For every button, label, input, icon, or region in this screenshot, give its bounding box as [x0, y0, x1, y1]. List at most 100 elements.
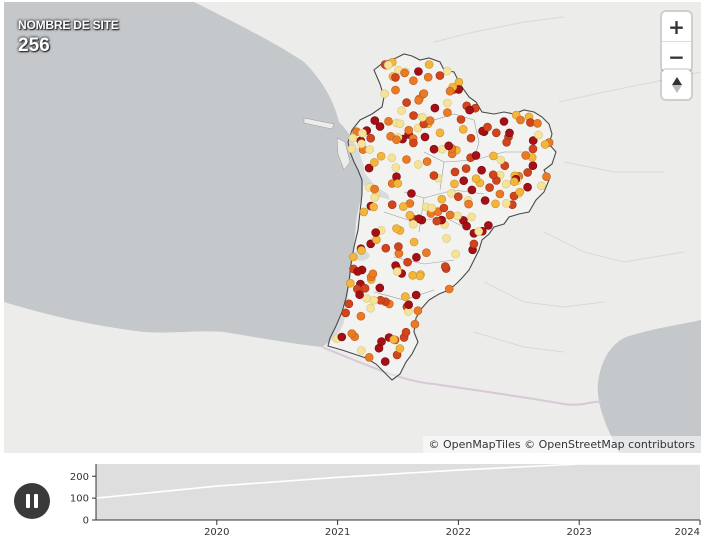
site-point[interactable] — [442, 66, 452, 76]
site-point[interactable] — [480, 196, 490, 205]
site-point[interactable] — [377, 337, 386, 346]
site-point[interactable] — [458, 125, 468, 134]
site-point[interactable] — [453, 211, 462, 221]
site-point[interactable] — [501, 199, 511, 208]
site-point[interactable] — [440, 262, 450, 271]
site-point[interactable] — [515, 187, 525, 197]
site-point[interactable] — [380, 89, 390, 98]
site-point[interactable] — [477, 165, 486, 175]
site-point[interactable] — [356, 346, 366, 355]
site-point[interactable] — [376, 151, 386, 161]
site-point[interactable] — [505, 128, 514, 138]
site-point[interactable] — [395, 344, 405, 353]
site-point[interactable] — [483, 122, 492, 132]
site-point[interactable] — [542, 172, 551, 181]
site-point[interactable] — [366, 133, 376, 143]
site-point[interactable] — [401, 327, 411, 337]
site-point[interactable] — [467, 185, 477, 195]
site-point[interactable] — [347, 329, 357, 338]
site-point[interactable] — [461, 164, 471, 173]
site-point[interactable] — [484, 221, 493, 230]
site-point[interactable] — [412, 253, 421, 262]
site-point[interactable] — [540, 140, 550, 149]
site-point[interactable] — [445, 210, 455, 220]
site-point[interactable] — [387, 200, 397, 209]
site-point[interactable] — [337, 332, 347, 342]
site-point[interactable] — [537, 181, 546, 191]
site-point[interactable] — [348, 252, 358, 262]
site-point[interactable] — [415, 271, 425, 281]
site-point[interactable] — [432, 216, 442, 226]
site-point[interactable] — [371, 228, 381, 237]
site-point[interactable] — [424, 60, 434, 69]
site-point[interactable] — [443, 108, 452, 117]
site-point[interactable] — [516, 115, 525, 125]
site-point[interactable] — [381, 243, 391, 253]
site-point[interactable] — [450, 167, 460, 177]
site-point[interactable] — [447, 189, 456, 198]
site-point[interactable] — [469, 239, 479, 249]
site-point[interactable] — [474, 227, 484, 236]
map-view[interactable]: NOMBRE DE SITE 256 + − © OpenMapTiles © … — [4, 2, 701, 453]
site-point[interactable] — [413, 160, 423, 169]
site-point[interactable] — [397, 106, 406, 115]
site-point[interactable] — [358, 128, 367, 138]
site-point[interactable] — [391, 163, 401, 172]
site-point[interactable] — [344, 299, 354, 309]
site-point[interactable] — [372, 235, 381, 244]
site-point[interactable] — [356, 311, 366, 321]
site-point[interactable] — [375, 283, 385, 293]
site-point[interactable] — [387, 153, 397, 163]
site-point[interactable] — [429, 144, 439, 154]
site-point[interactable] — [375, 122, 385, 131]
site-point[interactable] — [435, 128, 445, 138]
site-point[interactable] — [408, 219, 418, 229]
site-point[interactable] — [398, 202, 408, 211]
site-point[interactable] — [357, 246, 366, 255]
site-point[interactable] — [471, 174, 481, 183]
site-point[interactable] — [422, 248, 431, 257]
site-point[interactable] — [450, 179, 459, 189]
site-point[interactable] — [407, 189, 416, 198]
site-point[interactable] — [353, 267, 363, 276]
timeline-plot-area[interactable] — [96, 464, 700, 520]
site-point[interactable] — [485, 183, 494, 192]
site-point[interactable] — [413, 123, 423, 133]
site-point[interactable] — [410, 319, 420, 329]
site-point[interactable] — [394, 242, 403, 251]
site-point[interactable] — [392, 224, 401, 233]
site-point[interactable] — [419, 89, 429, 98]
site-point[interactable] — [392, 267, 402, 276]
site-point[interactable] — [347, 144, 357, 154]
site-point[interactable] — [437, 194, 447, 204]
site-point[interactable] — [496, 155, 506, 165]
site-point[interactable] — [357, 139, 366, 149]
site-point[interactable] — [402, 155, 411, 164]
site-point[interactable] — [442, 98, 452, 108]
site-point[interactable] — [444, 141, 454, 151]
site-point[interactable] — [509, 191, 519, 201]
site-point[interactable] — [414, 96, 423, 105]
site-point[interactable] — [359, 207, 369, 217]
site-point[interactable] — [404, 300, 414, 310]
site-point[interactable] — [464, 199, 473, 209]
site-point[interactable] — [391, 85, 400, 95]
site-point[interactable] — [488, 170, 498, 180]
site-point[interactable] — [400, 292, 410, 301]
site-point[interactable] — [369, 202, 378, 212]
site-point[interactable] — [459, 176, 469, 185]
site-point[interactable] — [370, 184, 379, 194]
zoom-in-button[interactable]: + — [668, 14, 685, 39]
site-point[interactable] — [456, 115, 466, 124]
site-point[interactable] — [414, 67, 423, 76]
site-point[interactable] — [391, 73, 400, 82]
timeline-chart[interactable]: 0 100 200 2020 2021 2022 2023 2024 — [0, 458, 706, 548]
site-point[interactable] — [533, 119, 542, 128]
site-point[interactable] — [422, 157, 432, 166]
site-point[interactable] — [467, 212, 476, 222]
site-point[interactable] — [501, 179, 511, 189]
site-point[interactable] — [445, 86, 455, 96]
site-point[interactable] — [453, 192, 463, 201]
site-point[interactable] — [369, 295, 379, 305]
site-point[interactable] — [471, 151, 481, 160]
